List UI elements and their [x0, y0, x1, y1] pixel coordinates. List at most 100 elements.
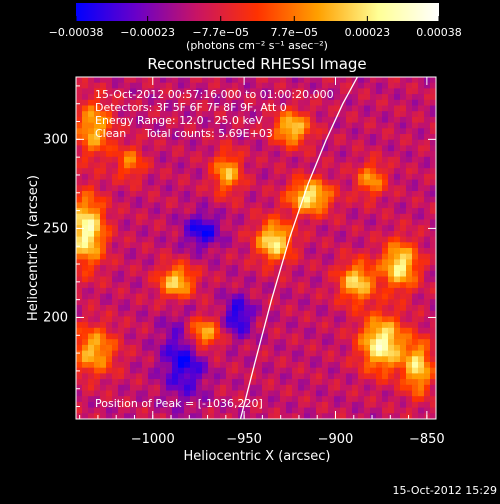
heatmap-cell — [268, 344, 275, 351]
heatmap-cell — [244, 191, 251, 198]
heatmap-cell — [340, 333, 347, 340]
heatmap-cell — [292, 384, 299, 391]
heatmap-cell — [430, 156, 436, 163]
heatmap-cell — [328, 225, 335, 232]
heatmap-cell — [154, 88, 161, 95]
heatmap-cell — [364, 156, 371, 163]
heatmap-cell — [418, 287, 425, 294]
heatmap-cell — [262, 122, 269, 129]
heatmap-cell — [316, 145, 323, 152]
heatmap-cell — [376, 225, 383, 232]
heatmap-cell — [232, 82, 239, 89]
heatmap-cell — [220, 401, 227, 408]
heatmap-cell — [310, 191, 317, 198]
heatmap-cell — [406, 122, 413, 129]
heatmap-cell — [196, 339, 203, 346]
heatmap-cell — [226, 253, 233, 260]
heatmap-cell — [280, 305, 287, 312]
heatmap-cell — [88, 122, 95, 129]
heatmap-cell — [232, 333, 239, 340]
heatmap-cell — [106, 122, 113, 129]
heatmap-cell — [250, 179, 257, 186]
heatmap-cell — [160, 384, 167, 391]
heatmap-cell — [310, 99, 317, 106]
heatmap-cell — [154, 99, 161, 106]
heatmap-cell — [214, 407, 221, 414]
heatmap-cell — [130, 139, 137, 146]
heatmap-cell — [256, 116, 263, 123]
heatmap-cell — [400, 316, 407, 323]
heatmap-cell — [172, 219, 179, 226]
heatmap-cell — [370, 310, 377, 317]
heatmap-cell — [304, 248, 311, 255]
heatmap-cell — [106, 413, 113, 419]
heatmap-cell — [172, 322, 179, 329]
heatmap-cell — [340, 230, 347, 237]
heatmap-cell — [286, 225, 293, 232]
heatmap-cell — [94, 191, 101, 198]
heatmap-cell — [412, 225, 419, 232]
heatmap-cell — [328, 173, 335, 180]
heatmap-cell — [316, 122, 323, 129]
heatmap-cell — [280, 230, 287, 237]
heatmap-cell — [100, 179, 107, 186]
heatmap-cell — [106, 373, 113, 380]
heatmap-cell — [154, 373, 161, 380]
heatmap-cell — [208, 139, 215, 146]
heatmap-cell — [388, 173, 395, 180]
heatmap-cell — [76, 322, 83, 329]
heatmap-cell — [250, 122, 257, 129]
heatmap-cell — [226, 168, 233, 175]
heatmap-cell — [310, 379, 317, 386]
heatmap-cell — [412, 350, 419, 357]
heatmap-cell — [262, 310, 269, 317]
heatmap-cell — [304, 316, 311, 323]
heatmap-cell — [88, 276, 95, 283]
heatmap-cell — [304, 390, 311, 397]
heatmap-cell — [304, 253, 311, 260]
heatmap-cell — [154, 316, 161, 323]
heatmap-cell — [388, 191, 395, 198]
heatmap-cell — [394, 282, 401, 289]
heatmap-cell — [172, 384, 179, 391]
heatmap-cell — [232, 407, 239, 414]
heatmap-cell — [106, 139, 113, 146]
heatmap-cell — [418, 151, 425, 158]
heatmap-cell — [190, 179, 197, 186]
heatmap-cell — [268, 282, 275, 289]
heatmap-cell — [226, 162, 233, 169]
heatmap-cell — [310, 202, 317, 209]
heatmap-cell — [178, 202, 185, 209]
heatmap-cell — [178, 396, 185, 403]
heatmap-cell — [406, 82, 413, 89]
heatmap-cell — [310, 362, 317, 369]
heatmap-cell — [190, 156, 197, 163]
heatmap-cell — [424, 362, 431, 369]
heatmap-cell — [232, 265, 239, 272]
heatmap-cell — [322, 379, 329, 386]
heatmap-cell — [82, 208, 89, 215]
heatmap-cell — [406, 128, 413, 135]
heatmap-cell — [382, 145, 389, 152]
heatmap-cell — [286, 156, 293, 163]
heatmap-cell — [220, 105, 227, 112]
heatmap-cell — [214, 185, 221, 192]
heatmap-cell — [286, 316, 293, 323]
heatmap-cell — [316, 362, 323, 369]
heatmap-cell — [160, 390, 167, 397]
heatmap-cell — [388, 265, 395, 272]
heatmap-cell — [316, 111, 323, 118]
heatmap-cell — [208, 208, 215, 215]
heatmap-cell — [82, 384, 89, 391]
heatmap-cell — [244, 401, 251, 408]
heatmap-cell — [334, 191, 341, 198]
heatmap-cell — [172, 122, 179, 129]
heatmap-cell — [196, 413, 203, 419]
heatmap-cell — [232, 384, 239, 391]
heatmap-cell — [220, 225, 227, 232]
heatmap-cell — [190, 111, 197, 118]
heatmap-cell — [304, 230, 311, 237]
heatmap-cell — [292, 282, 299, 289]
heatmap-cell — [118, 282, 125, 289]
heatmap-cell — [364, 122, 371, 129]
